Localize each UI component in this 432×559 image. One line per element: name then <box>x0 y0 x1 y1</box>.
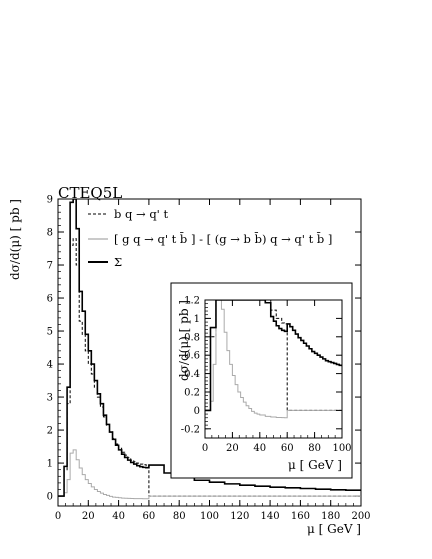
main-y-tick-label: 2 <box>47 426 53 437</box>
main-plot: CTEQ5L 0 20 40 60 80 100 120 140 160 180 200 01234… <box>8 184 371 536</box>
inset-y-tick-label: 0.2 <box>184 388 200 399</box>
main-x-tick-label: 80 <box>173 511 186 522</box>
main-x-tick-label: 20 <box>82 511 95 522</box>
inset-x-tick-label: 60 <box>281 443 294 454</box>
main-y-tick-label: 5 <box>47 327 53 338</box>
main-series-1 <box>58 449 361 500</box>
inset-plot: 0 20 40 60 80 100 -0.200.20.40.60.811.2 μ [ G… <box>170 282 353 479</box>
inset-y-tick-label: 1 <box>194 314 200 325</box>
inset-y-axis-title: dσ/d(μ) [ pb ] <box>177 300 191 381</box>
main-y-tick-label: 4 <box>47 360 53 371</box>
legend-label-gq: [ g q → q' t b̄ ] - [ (g → b b̄) q → q' … <box>114 232 332 246</box>
main-x-tick-label: 180 <box>321 511 340 522</box>
main-x-tick-label: 100 <box>200 511 219 522</box>
main-y-tick-label: 0 <box>47 492 53 503</box>
main-y-tick-label: 9 <box>47 195 53 206</box>
inset-x-tick-label: 100 <box>332 443 351 454</box>
main-y-tick-label: 7 <box>47 261 53 272</box>
main-x-tick-label: 120 <box>230 511 249 522</box>
inset-y-tick-label: 0.4 <box>184 369 200 380</box>
main-y-tick-label: 6 <box>47 294 53 305</box>
main-x-tick-label: 160 <box>291 511 310 522</box>
main-x-tick-label: 200 <box>351 511 370 522</box>
main-y-tick-label: 1 <box>47 459 53 470</box>
inset-series-group <box>205 300 342 419</box>
main-x-tick-label: 60 <box>143 511 156 522</box>
chart-title: CTEQ5L <box>58 184 122 202</box>
inset-x-tick-label: 0 <box>202 443 208 454</box>
inset-y-tick-label: 1.2 <box>184 296 200 307</box>
inset-series-2 <box>205 300 342 412</box>
main-series-2 <box>58 199 361 497</box>
inset-x-axis-title: μ [ GeV ] <box>288 458 342 472</box>
inset-x-tick-label: 80 <box>308 443 321 454</box>
legend-label-bq: b q → q' t <box>114 207 169 221</box>
legend-label-sigma: Σ <box>114 255 122 269</box>
main-x-tick-label: 140 <box>261 511 280 522</box>
main-x-tick-label: 0 <box>55 511 61 522</box>
inset-y-tick-label: 0 <box>194 406 200 417</box>
main-y-tick-label: 8 <box>47 228 53 239</box>
inset-series-1 <box>205 300 342 419</box>
inset-y-tick-label: -0.2 <box>181 424 200 435</box>
main-series-group <box>58 199 361 500</box>
inset-y-tick-label: 0.8 <box>184 332 200 343</box>
inset-x-tick-label: 20 <box>226 443 239 454</box>
inset-box <box>170 282 353 479</box>
inset-x-axis: 0 20 40 60 80 100 <box>202 300 352 454</box>
legend: b q → q' t [ g q → q' t b̄ ] - [ (g → b … <box>88 207 332 269</box>
main-y-tick-label: 3 <box>47 393 53 404</box>
main-x-tick-label: 40 <box>112 511 125 522</box>
inset-x-tick-label: 40 <box>253 443 266 454</box>
inset-y-tick-label: 0.6 <box>184 351 200 362</box>
main-x-axis: 0 20 40 60 80 100 120 140 160 180 200 <box>55 199 371 522</box>
main-y-axis: 0 1 2 3 4 5 6 7 8 9 <box>47 195 361 503</box>
inset-y-axis: -0.2 0 0.2 0.4 0.6 0.8 1 1.2 <box>181 296 342 435</box>
main-y-axis-title: dσ/d(μ) [ pb ] <box>8 199 22 280</box>
main-x-axis-title: μ [ GeV ] <box>307 522 361 536</box>
